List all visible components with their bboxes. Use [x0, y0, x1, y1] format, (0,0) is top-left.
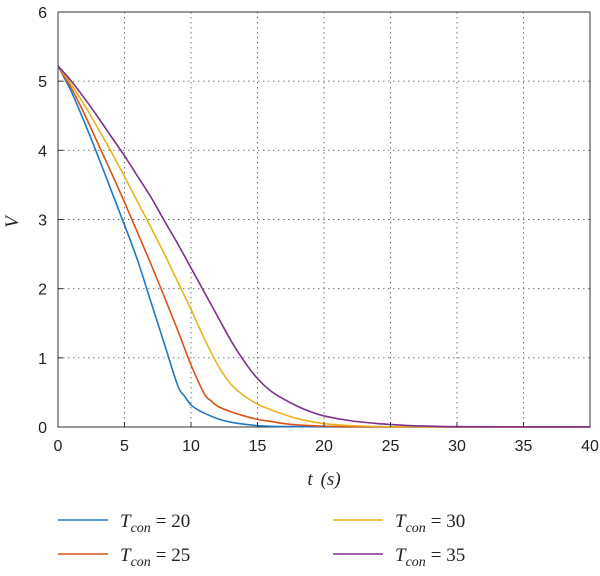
- y-tick-label: 0: [38, 420, 47, 437]
- grid-lines: [58, 12, 590, 427]
- x-tick-label: 0: [54, 438, 63, 455]
- legend-label-value: = 30: [431, 511, 465, 532]
- y-tick-label: 2: [38, 282, 47, 299]
- series-line-3: [57, 65, 591, 428]
- x-tick-label: 15: [249, 438, 267, 455]
- y-tick-label: 4: [38, 143, 47, 160]
- x-tick-label: 10: [182, 438, 200, 455]
- legend-label-sub: con: [406, 555, 426, 570]
- legend-label-sub: con: [131, 555, 151, 570]
- y-tick-label: 3: [38, 213, 47, 230]
- legend-label-main: T: [120, 511, 132, 532]
- legend-label-sub: con: [406, 521, 426, 536]
- y-tick-label: 5: [38, 74, 47, 91]
- legend-label-2: Tcon = 30: [395, 511, 465, 536]
- legend-label-value: = 25: [156, 545, 190, 566]
- legend-label-main: T: [395, 545, 407, 566]
- y-axis-label: V: [2, 214, 23, 228]
- legend-label-main: T: [395, 511, 407, 532]
- y-tick-label: 6: [38, 5, 47, 22]
- axis-ticks: 0 5 10 15 20 25 30 35 40 0 1 2 3 4 5 6: [38, 5, 599, 455]
- x-tick-label: 30: [448, 438, 466, 455]
- x-axis-label: t (s): [307, 469, 340, 490]
- series-lines: [57, 65, 591, 428]
- legend-label-0: Tcon = 20: [120, 511, 190, 536]
- x-tick-label: 5: [120, 438, 129, 455]
- series-line-2: [57, 65, 591, 428]
- legend-label-value: = 35: [431, 545, 465, 566]
- legend-label-main: T: [120, 545, 132, 566]
- series-line-1: [57, 65, 591, 428]
- x-axis-label-unit: (s): [321, 469, 341, 490]
- x-tick-label: 20: [315, 438, 333, 455]
- legend: Tcon = 20 Tcon = 25 Tcon = 30 Tcon = 35: [58, 511, 465, 570]
- legend-label-value: = 20: [156, 511, 190, 532]
- series-line-0: [57, 65, 590, 428]
- y-tick-label: 1: [38, 351, 47, 368]
- legend-label-1: Tcon = 25: [120, 545, 190, 570]
- legend-label-3: Tcon = 35: [395, 545, 465, 570]
- x-tick-label: 40: [581, 438, 599, 455]
- legend-label-sub: con: [131, 521, 151, 536]
- x-tick-label: 25: [382, 438, 400, 455]
- x-tick-label: 35: [515, 438, 533, 455]
- x-axis-label-var: t: [307, 469, 313, 490]
